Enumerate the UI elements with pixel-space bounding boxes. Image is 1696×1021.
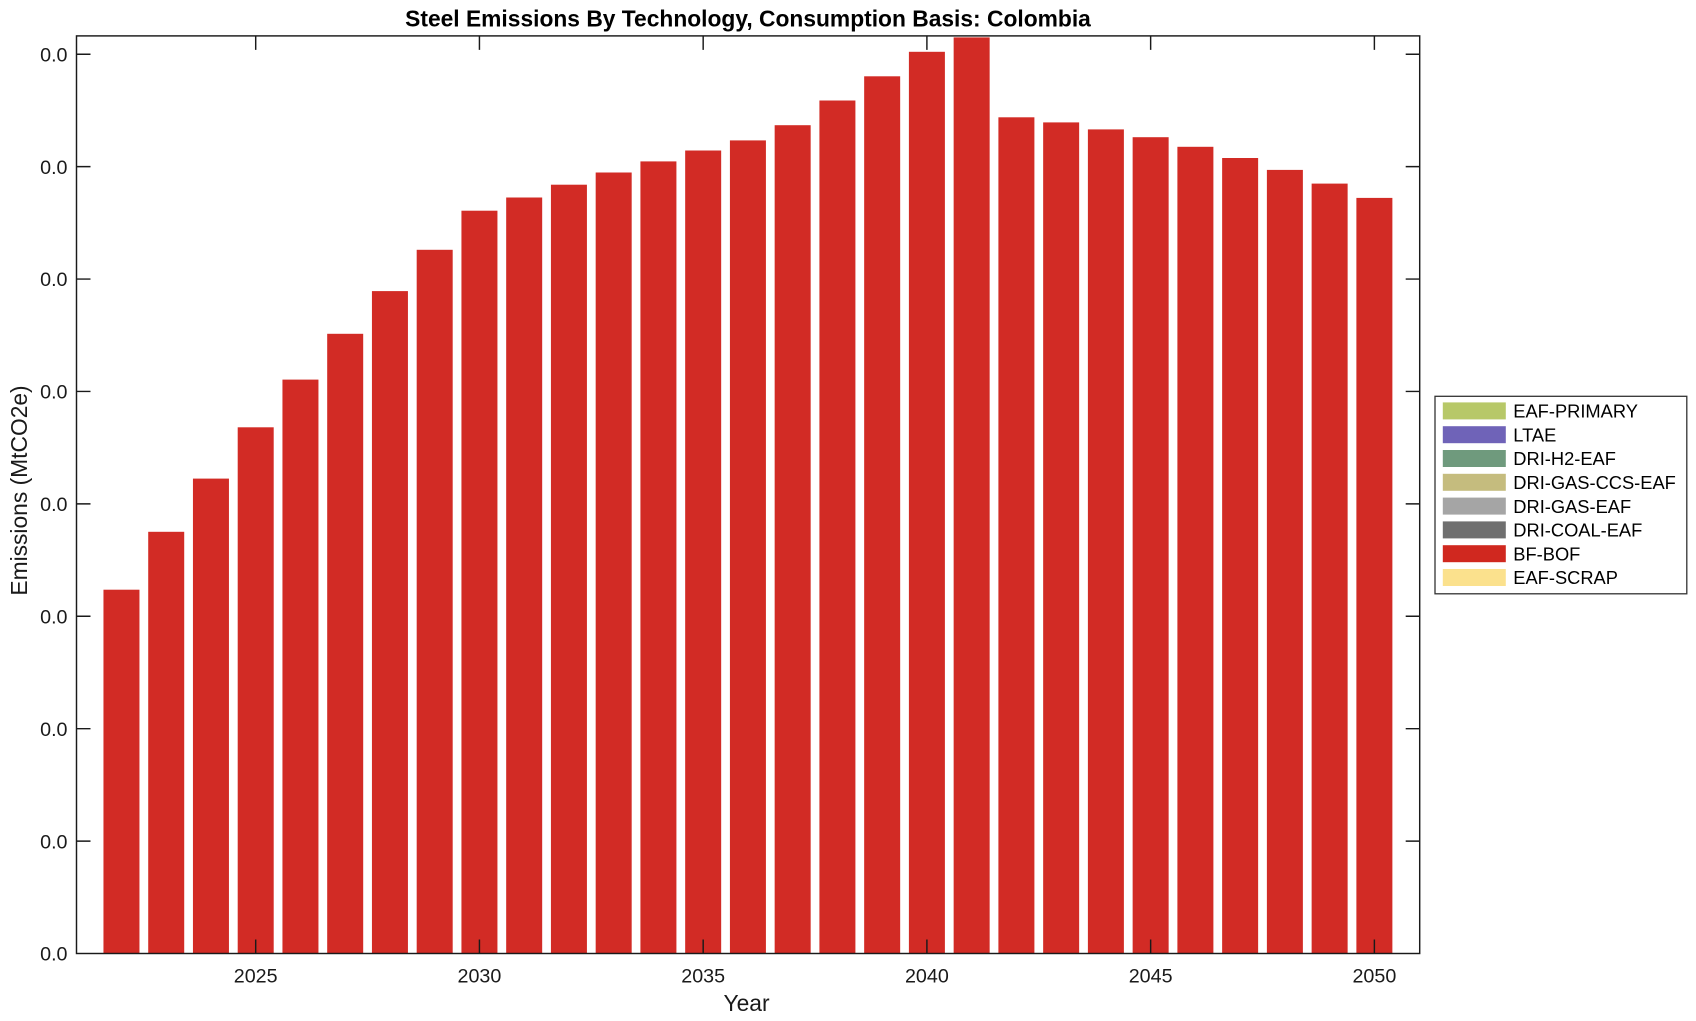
svg-text:DRI-H2-EAF: DRI-H2-EAF xyxy=(1513,448,1616,469)
svg-text:2050: 2050 xyxy=(1352,965,1396,987)
svg-text:Year: Year xyxy=(723,990,769,1016)
svg-text:2040: 2040 xyxy=(905,965,949,987)
svg-text:2030: 2030 xyxy=(458,965,502,987)
svg-text:DRI-COAL-EAF: DRI-COAL-EAF xyxy=(1513,520,1642,541)
svg-text:LTAE: LTAE xyxy=(1513,424,1556,445)
svg-text:BF-BOF: BF-BOF xyxy=(1513,543,1580,564)
svg-text:0.0: 0.0 xyxy=(40,494,67,516)
svg-text:0.0: 0.0 xyxy=(40,944,67,966)
svg-text:0.0: 0.0 xyxy=(40,606,67,628)
svg-text:DRI-GAS-CCS-EAF: DRI-GAS-CCS-EAF xyxy=(1513,472,1676,493)
svg-text:Emissions (MtCO2e): Emissions (MtCO2e) xyxy=(6,385,32,595)
svg-text:0.0: 0.0 xyxy=(40,269,67,291)
svg-text:Steel Emissions By Technology,: Steel Emissions By Technology, Consumpti… xyxy=(405,5,1091,31)
svg-text:0.0: 0.0 xyxy=(40,382,67,404)
svg-text:0.0: 0.0 xyxy=(40,831,67,853)
svg-text:EAF-SCRAP: EAF-SCRAP xyxy=(1513,567,1618,588)
svg-text:2025: 2025 xyxy=(234,965,278,987)
svg-text:2045: 2045 xyxy=(1129,965,1173,987)
svg-text:DRI-GAS-EAF: DRI-GAS-EAF xyxy=(1513,496,1631,517)
svg-text:0.0: 0.0 xyxy=(40,719,67,741)
svg-text:2035: 2035 xyxy=(681,965,725,987)
svg-text:0.0: 0.0 xyxy=(40,157,67,179)
svg-text:0.0: 0.0 xyxy=(40,44,67,66)
svg-text:EAF-PRIMARY: EAF-PRIMARY xyxy=(1513,401,1638,422)
